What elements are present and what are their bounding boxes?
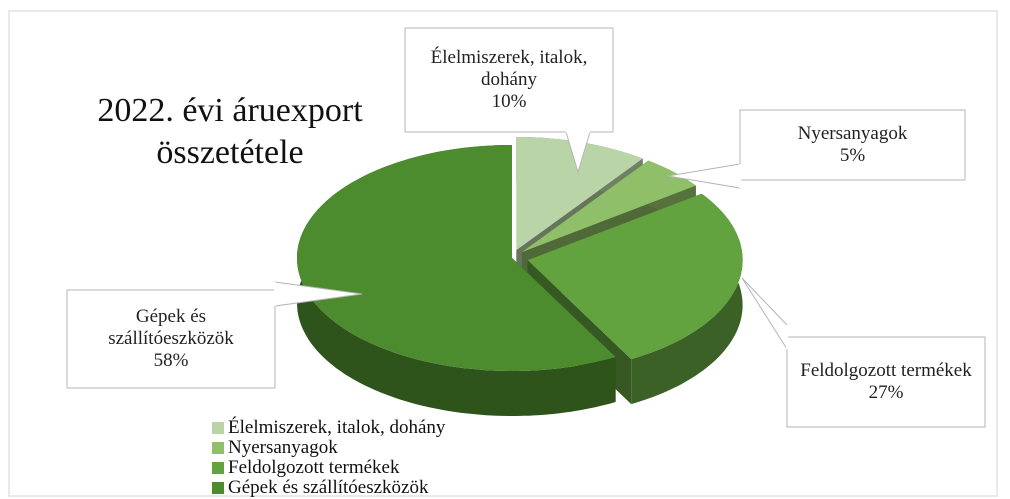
legend-swatch	[212, 482, 224, 494]
legend-label: Nyersanyagok	[228, 437, 338, 458]
chart-title: 2022. évi áruexport összetétele	[97, 92, 363, 171]
data-label-value: 27%	[868, 382, 904, 403]
legend-label: Élelmiszerek, italok, dohány	[228, 417, 446, 438]
slice-top	[521, 160, 696, 253]
callout-box	[404, 27, 614, 133]
legend-item: Feldolgozott termékek	[212, 458, 445, 478]
data-label-category: Gépek és szállítóeszközök	[108, 306, 234, 349]
legend-swatch	[212, 462, 224, 474]
data-label: Gépek és szállítóeszközök 58%	[67, 290, 275, 388]
legend-swatch	[212, 442, 224, 454]
callout-box	[66, 289, 276, 389]
callout-box	[786, 336, 986, 428]
legend-label: Gépek és szállítóeszközök	[228, 477, 429, 498]
legend: Élelmiszerek, italok, dohány Nyersanyagok…	[212, 418, 445, 498]
legend-item: Élelmiszerek, italok, dohány	[212, 418, 445, 438]
data-label-value: 5%	[839, 145, 866, 166]
data-label-category: Feldolgozott termékek	[800, 360, 972, 381]
legend-item: Gépek és szállítóeszközök	[212, 478, 445, 498]
data-label: Élelmiszerek, italok, dohány 10%	[405, 28, 613, 132]
callout-box	[739, 109, 966, 181]
legend-item: Nyersanyagok	[212, 438, 445, 458]
slice-top	[527, 193, 743, 360]
data-label: Nyersanyagok 5%	[740, 110, 965, 180]
data-label-value: 10%	[491, 91, 527, 112]
chart-border	[8, 10, 998, 497]
slice-top	[516, 137, 643, 250]
data-label-category: Nyersanyagok	[797, 123, 908, 144]
data-label-value: 58%	[153, 350, 189, 371]
data-label: Feldolgozott termékek 27%	[787, 337, 985, 427]
legend-label: Feldolgozott termékek	[228, 457, 400, 478]
pie-slice	[297, 145, 616, 416]
callout-pointer	[741, 277, 788, 351]
slice-top	[297, 145, 616, 371]
legend-swatch	[212, 422, 224, 434]
data-label-category: Élelmiszerek, italok, dohány	[430, 47, 588, 90]
